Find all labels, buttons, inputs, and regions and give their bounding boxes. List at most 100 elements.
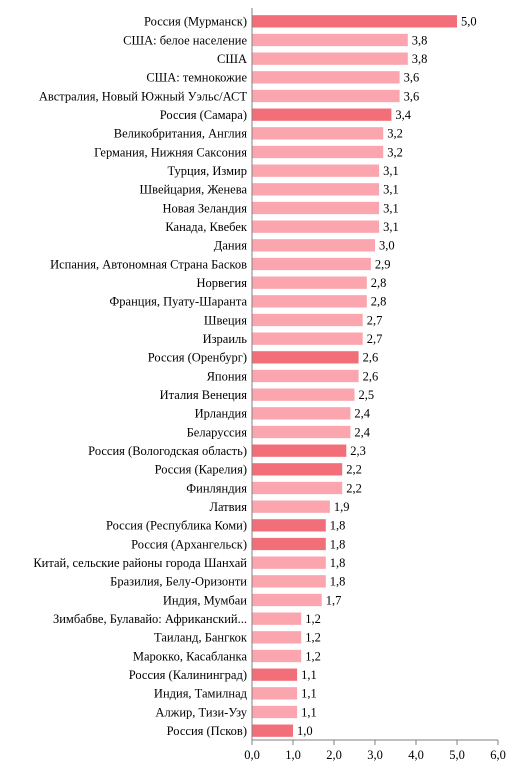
bar xyxy=(252,15,457,28)
category-label: Россия (Карелия) xyxy=(155,463,247,477)
category-label: Россия (Республика Коми) xyxy=(106,519,247,533)
category-label: Марокко, Касабланка xyxy=(133,649,248,663)
value-label: 2,5 xyxy=(359,388,375,402)
category-label: Латвия xyxy=(209,500,247,514)
value-label: 3,1 xyxy=(383,220,399,234)
value-label: 3,1 xyxy=(383,183,399,197)
value-label: 1,1 xyxy=(301,705,317,719)
category-label: Россия (Самара) xyxy=(160,108,247,122)
bar xyxy=(252,612,302,625)
category-label: Индия, Мумбаи xyxy=(163,593,247,607)
value-label: 2,4 xyxy=(354,425,370,439)
x-axis: 0,0 1,0 2,0 3,0 4,0 5,0 6,0 xyxy=(244,8,506,762)
bar xyxy=(252,425,351,439)
x-tick-label: 6,0 xyxy=(490,748,506,762)
x-tick-label: 4,0 xyxy=(408,748,424,762)
category-label: Россия (Калининград) xyxy=(129,668,247,682)
category-label: США xyxy=(217,52,247,66)
bar xyxy=(252,52,408,65)
category-label: Бразилия, Белу-Оризонти xyxy=(110,575,247,589)
value-label: 1,0 xyxy=(297,724,313,738)
category-label: Дания xyxy=(214,239,247,253)
category-label: Норвегия xyxy=(197,276,248,290)
value-label: 1,2 xyxy=(305,649,321,663)
category-label: Беларуссия xyxy=(187,425,248,439)
bar xyxy=(252,519,326,532)
category-label: Индия, Тамилнад xyxy=(154,687,248,701)
bar xyxy=(252,575,326,588)
bar xyxy=(252,388,355,401)
value-label: 2,2 xyxy=(346,463,362,477)
value-label: 2,3 xyxy=(350,444,366,458)
value-label: 2,4 xyxy=(354,407,370,421)
category-label: Япония xyxy=(207,369,248,383)
value-labels: 5,0 3,8 3,8 3,6 3,6 3,4 3,2 3,2 3,1 3,1 3,1 3,1 3,0 2… xyxy=(297,15,477,738)
value-label: 5,0 xyxy=(461,15,477,29)
bars-layer xyxy=(252,15,457,737)
bar xyxy=(252,257,371,271)
bar xyxy=(252,108,392,121)
value-label: 1,1 xyxy=(301,687,317,701)
value-label: 2,7 xyxy=(367,332,383,346)
category-label: Турция, Измир xyxy=(167,164,247,178)
value-label: 3,4 xyxy=(395,108,411,122)
bar xyxy=(252,71,400,84)
bar xyxy=(252,89,400,103)
bar xyxy=(252,407,351,420)
bar xyxy=(252,500,330,513)
bar xyxy=(252,593,322,607)
bar xyxy=(252,332,363,345)
category-label: США: белое население xyxy=(123,33,247,47)
bar xyxy=(252,463,343,476)
category-label: Ирландия xyxy=(195,407,248,421)
category-label: Швейцария, Женева xyxy=(140,183,248,197)
value-label: 2,8 xyxy=(371,295,387,309)
bar xyxy=(252,276,367,289)
value-label: 3,8 xyxy=(412,33,428,47)
value-label: 1,8 xyxy=(330,537,346,551)
bar xyxy=(252,201,380,215)
bar xyxy=(252,369,359,383)
category-label: Италия Венеция xyxy=(160,388,248,402)
category-label: Испания, Автономная Страна Басков xyxy=(50,257,247,271)
x-tick-label: 3,0 xyxy=(367,748,383,762)
value-label: 3,1 xyxy=(383,201,399,215)
bar xyxy=(252,313,363,327)
category-label: США: темнокожие xyxy=(146,71,247,85)
value-label: 3,6 xyxy=(404,89,420,103)
value-label: 1,2 xyxy=(305,612,321,626)
value-label: 3,6 xyxy=(404,71,420,85)
category-label: Новая Зеландия xyxy=(162,201,247,215)
category-label: Таиланд, Бангкок xyxy=(154,631,248,645)
x-tick-label: 1,0 xyxy=(285,748,301,762)
bar xyxy=(252,687,298,700)
category-label: Россия (Вологодская область) xyxy=(88,444,247,458)
value-label: 2,6 xyxy=(363,351,379,365)
category-label: Китай, сельские районы города Шанхай xyxy=(33,556,247,570)
bar xyxy=(252,220,380,233)
category-label: Великобритания, Англия xyxy=(114,127,247,141)
bar xyxy=(252,724,293,737)
category-label: Германия, Нижняя Саксония xyxy=(94,145,247,159)
value-label: 3,0 xyxy=(379,239,395,253)
category-label: Россия (Оренбург) xyxy=(148,351,247,365)
value-label: 1,2 xyxy=(305,631,321,645)
value-label: 1,8 xyxy=(330,519,346,533)
category-label: Россия (Псков) xyxy=(167,724,247,738)
value-label: 3,2 xyxy=(387,127,403,141)
value-label: 2,7 xyxy=(367,313,383,327)
value-label: 3,2 xyxy=(387,145,403,159)
bar xyxy=(252,183,380,196)
category-label: Франция, Пуату-Шаранта xyxy=(109,295,247,309)
category-label: Алжир, Тизи-Узу xyxy=(155,705,247,719)
bar xyxy=(252,164,380,177)
bar xyxy=(252,631,302,644)
category-label: Россия (Мурманск) xyxy=(144,15,247,29)
category-label: Финляндия xyxy=(186,481,247,495)
value-label: 1,8 xyxy=(330,575,346,589)
bar xyxy=(252,668,298,681)
value-label: 2,8 xyxy=(371,276,387,290)
category-label: Россия (Архангельск) xyxy=(131,537,247,551)
x-tick-label: 2,0 xyxy=(326,748,342,762)
